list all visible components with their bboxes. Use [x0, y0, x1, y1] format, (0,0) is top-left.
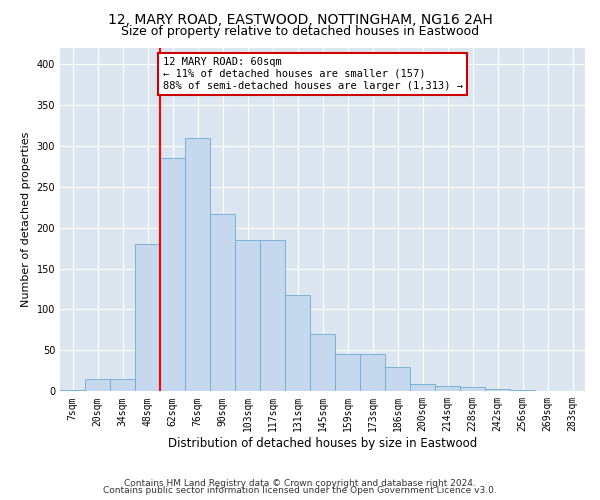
Y-axis label: Number of detached properties: Number of detached properties	[21, 132, 31, 307]
Bar	[210, 214, 235, 392]
Bar	[310, 334, 335, 392]
Bar	[385, 367, 410, 392]
Bar	[335, 354, 360, 392]
Bar	[260, 240, 285, 392]
Bar	[410, 384, 435, 392]
Bar	[460, 387, 485, 392]
Bar	[110, 379, 135, 392]
Bar	[285, 294, 310, 392]
Bar	[160, 158, 185, 392]
Bar	[535, 390, 560, 392]
Bar	[85, 379, 110, 392]
Bar	[185, 138, 210, 392]
Bar	[560, 390, 585, 392]
Text: 12, MARY ROAD, EASTWOOD, NOTTINGHAM, NG16 2AH: 12, MARY ROAD, EASTWOOD, NOTTINGHAM, NG1…	[107, 12, 493, 26]
Text: Contains HM Land Registry data © Crown copyright and database right 2024.: Contains HM Land Registry data © Crown c…	[124, 478, 476, 488]
Bar	[360, 354, 385, 392]
X-axis label: Distribution of detached houses by size in Eastwood: Distribution of detached houses by size …	[168, 437, 477, 450]
Text: Size of property relative to detached houses in Eastwood: Size of property relative to detached ho…	[121, 25, 479, 38]
Text: 12 MARY ROAD: 60sqm
← 11% of detached houses are smaller (157)
88% of semi-detac: 12 MARY ROAD: 60sqm ← 11% of detached ho…	[163, 58, 463, 90]
Bar	[485, 389, 510, 392]
Text: Contains public sector information licensed under the Open Government Licence v3: Contains public sector information licen…	[103, 486, 497, 495]
Bar	[510, 390, 535, 392]
Bar	[60, 390, 85, 392]
Bar	[135, 244, 160, 392]
Bar	[435, 386, 460, 392]
Bar	[235, 240, 260, 392]
